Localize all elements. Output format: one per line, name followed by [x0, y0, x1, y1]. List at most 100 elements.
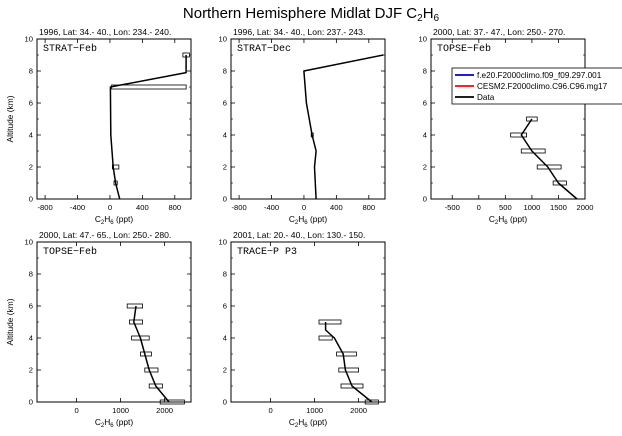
chart-panel-3: 2000, Lat: 37.- 47., Lon: 250.- 270. 0 2 4 6…	[419, 27, 594, 226]
data-profile-line	[133, 305, 170, 403]
panel-header: 1996, Lat: 34.- 40., Lon: 237.- 243.	[233, 27, 365, 37]
data-range-box	[510, 132, 527, 138]
x-tick-label: 500	[499, 203, 512, 212]
data-profile-line	[520, 118, 578, 200]
y-tick-label: 8	[29, 67, 33, 76]
legend-box	[451, 67, 622, 105]
y-tick-label: 10	[25, 35, 33, 44]
x-tick-label: 2000	[577, 203, 594, 212]
panel-header: 2000, Lat: 37.- 47., Lon: 250.- 270.	[433, 27, 565, 37]
y-tick-label: 0	[223, 195, 227, 204]
data-range-box	[526, 116, 538, 122]
x-tick-label: 800	[362, 203, 375, 212]
y-tick-label: 8	[29, 270, 33, 279]
data-range-box	[318, 335, 333, 341]
legend: f.e20.F2000climo.f09_f09.297.001 CESM2.F2…	[451, 67, 622, 105]
data-range-box	[336, 351, 357, 357]
x-axis-label: C2H6 (ppt)	[489, 214, 528, 226]
x-tick-label: 1000	[112, 406, 129, 415]
plot-frame	[230, 241, 386, 403]
x-axis-label: C2H6 (ppt)	[289, 417, 328, 429]
x-tick-label: -400	[70, 203, 85, 212]
x-tick-label: 2000	[156, 406, 173, 415]
x-tick-label: 1500	[550, 203, 567, 212]
panel-label: STRAT−Feb	[43, 43, 97, 55]
x-tick-label: 1000	[306, 406, 323, 415]
x-tick-label: 0	[477, 203, 481, 212]
y-axis-label: Altitude (km)	[5, 298, 15, 345]
y-tick-label: 6	[223, 302, 227, 311]
y-tick-label: 0	[29, 398, 33, 407]
legend-entry: Data	[477, 93, 495, 102]
y-tick-label: 2	[223, 366, 227, 375]
panel-label: TOPSE−Feb	[43, 246, 97, 258]
x-tick-label: 0	[268, 406, 272, 415]
y-tick-label: 4	[223, 131, 227, 140]
y-tick-label: 10	[25, 238, 33, 247]
y-tick-label: 2	[223, 163, 227, 172]
data-range-box	[128, 319, 143, 325]
data-range-box	[364, 399, 379, 405]
y-tick-label: 4	[423, 131, 427, 140]
data-range-box	[318, 319, 342, 325]
chart-panel-1: 1996, Lat: 34.- 40., Lon: 234.- 240. 0 2 4 6…	[5, 27, 192, 226]
y-tick-label: 6	[223, 99, 227, 108]
y-tick-label: 10	[419, 35, 427, 44]
y-tick-label: 6	[29, 302, 33, 311]
y-axis-label: Altitude (km)	[5, 95, 15, 142]
panel-label: TOPSE−Feb	[437, 43, 491, 55]
y-tick-label: 10	[219, 35, 227, 44]
x-axis-label: C2H6 (ppt)	[95, 417, 134, 429]
x-axis-label: C2H6 (ppt)	[95, 214, 134, 226]
data-profile-line	[109, 55, 187, 200]
x-tick-label: 1000	[523, 203, 540, 212]
y-tick-label: 2	[29, 163, 33, 172]
x-axis-label: C2H6 (ppt)	[289, 214, 328, 226]
x-tick-label: 400	[330, 203, 343, 212]
y-tick-label: 6	[423, 99, 427, 108]
y-tick-label: 10	[219, 238, 227, 247]
x-tick-label: -800	[232, 203, 247, 212]
x-tick-label: 800	[168, 203, 181, 212]
plot-frame	[36, 241, 192, 403]
panel-header: 1996, Lat: 34.- 40., Lon: 234.- 240.	[39, 27, 171, 37]
y-tick-label: 4	[29, 131, 33, 140]
chart-panel-4: 2000, Lat: 47.- 65., Lon: 250.- 280. 0 2 4 6…	[5, 230, 192, 429]
y-tick-label: 8	[223, 270, 227, 279]
figure-title: Northern Hemisphere Midlat DJF C2H6	[183, 5, 440, 24]
y-tick-label: 4	[29, 334, 33, 343]
x-tick-label: -800	[38, 203, 53, 212]
panel-header: 2000, Lat: 47.- 65., Lon: 250.- 280.	[39, 230, 171, 240]
y-tick-label: 8	[423, 67, 427, 76]
chart-panel-5: 2001, Lat: 20.- 40., Lon: 130.- 150. 0 2 4 6…	[219, 230, 386, 429]
legend-entry: CESM2.F2000climo.C96.C96.mg17	[477, 82, 608, 91]
data-range-box	[159, 399, 185, 405]
data-range-box	[111, 84, 187, 90]
x-tick-label: -400	[264, 203, 279, 212]
data-profile-line	[324, 322, 373, 403]
x-tick-label: 0	[74, 406, 78, 415]
data-range-box	[338, 367, 359, 373]
panel-header: 2001, Lat: 20.- 40., Lon: 130.- 150.	[233, 230, 365, 240]
data-range-box	[148, 383, 163, 389]
y-tick-label: 0	[423, 195, 427, 204]
data-range-box	[340, 383, 364, 389]
data-range-box	[144, 367, 159, 373]
y-tick-label: 6	[29, 99, 33, 108]
y-tick-label: 2	[29, 366, 33, 375]
y-tick-label: 4	[223, 334, 227, 343]
y-tick-label: 8	[223, 67, 227, 76]
panel-label: STRAT−Dec	[237, 44, 291, 55]
data-range-box	[126, 303, 143, 309]
y-tick-label: 0	[223, 398, 227, 407]
legend-entry: f.e20.F2000climo.f09_f09.297.001	[477, 71, 602, 80]
x-tick-label: -500	[445, 203, 460, 212]
x-tick-label: 0	[108, 203, 112, 212]
x-tick-label: 400	[136, 203, 149, 212]
chart-panel-2: 1996, Lat: 34.- 40., Lon: 237.- 243. 0 2 4 6…	[219, 27, 386, 226]
panel-label: TRACE−P P3	[237, 247, 297, 258]
x-tick-label: 0	[302, 203, 306, 212]
x-tick-label: 2000	[350, 406, 367, 415]
plot-frame	[230, 38, 386, 200]
